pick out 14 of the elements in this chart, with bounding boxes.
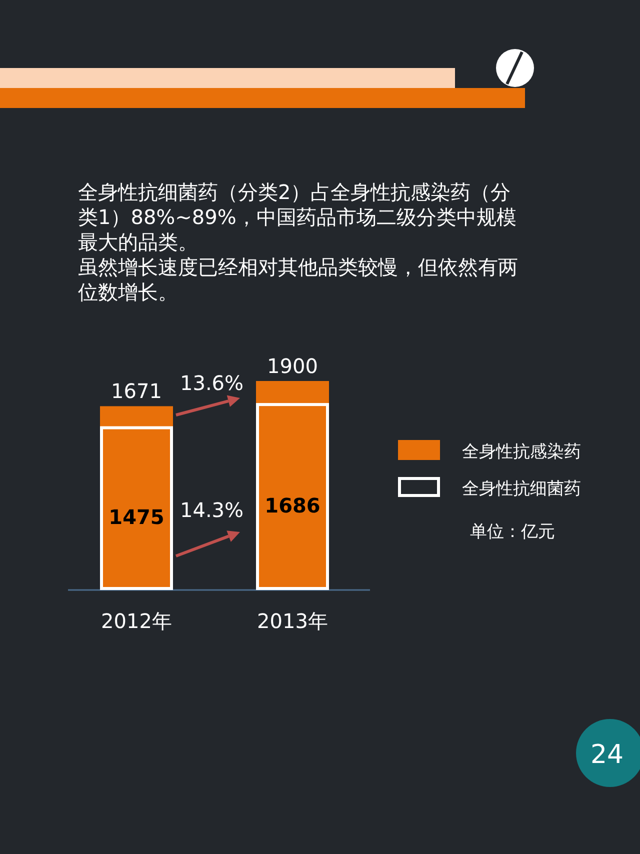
data-label: 1686 xyxy=(264,493,320,518)
text: 24 xyxy=(590,740,624,770)
annotation: 14.3% xyxy=(180,498,244,522)
data-label: 1900 xyxy=(267,354,318,378)
x-tick-label: 2013年 xyxy=(257,609,328,633)
chart-subtitle: 虽然增长速度已经相对其他品类较慢，但依然有两位数增长。 xyxy=(78,255,519,305)
data-label: 1475 xyxy=(108,504,164,529)
legend-label: 全身性抗细菌药 xyxy=(462,479,581,499)
x-tick-label: 2012年 xyxy=(101,609,172,633)
chart-title: 全身性抗细菌药（分类2）占全身性抗感染药（分类1）88%~89%，中国药品市场二级分类中规模最大的品类。 xyxy=(78,180,518,255)
data-label: 1671 xyxy=(111,379,162,404)
text: 单位：亿元 xyxy=(470,522,555,542)
legend-label: 全身性抗感染药 xyxy=(462,442,581,462)
annotation: 13.6% xyxy=(180,371,244,395)
